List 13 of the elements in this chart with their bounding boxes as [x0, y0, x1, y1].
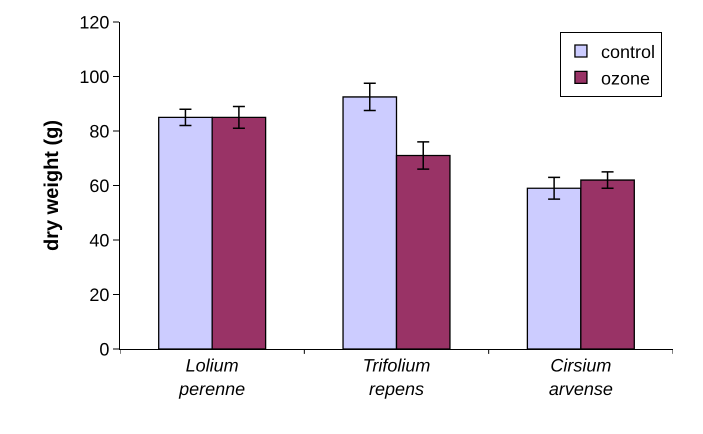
- y-tick-label: 80: [89, 121, 110, 142]
- legend-label: ozone: [600, 68, 650, 88]
- y-axis-title: dry weight (g): [40, 120, 63, 252]
- y-tick-label: 0: [99, 339, 110, 360]
- x-tick-label: Cirsium arvense: [548, 356, 613, 399]
- x-tick-label: Trifolium repens: [362, 356, 430, 399]
- y-tick-label: 120: [79, 12, 110, 32]
- y-tick-label: 20: [89, 284, 110, 305]
- legend-label: control: [600, 42, 655, 62]
- y-tick-label: 40: [89, 230, 110, 250]
- y-tick-label: 100: [79, 66, 110, 87]
- y-tick-label: 60: [89, 176, 110, 196]
- x-tick-label: Lolium perenne: [178, 356, 246, 399]
